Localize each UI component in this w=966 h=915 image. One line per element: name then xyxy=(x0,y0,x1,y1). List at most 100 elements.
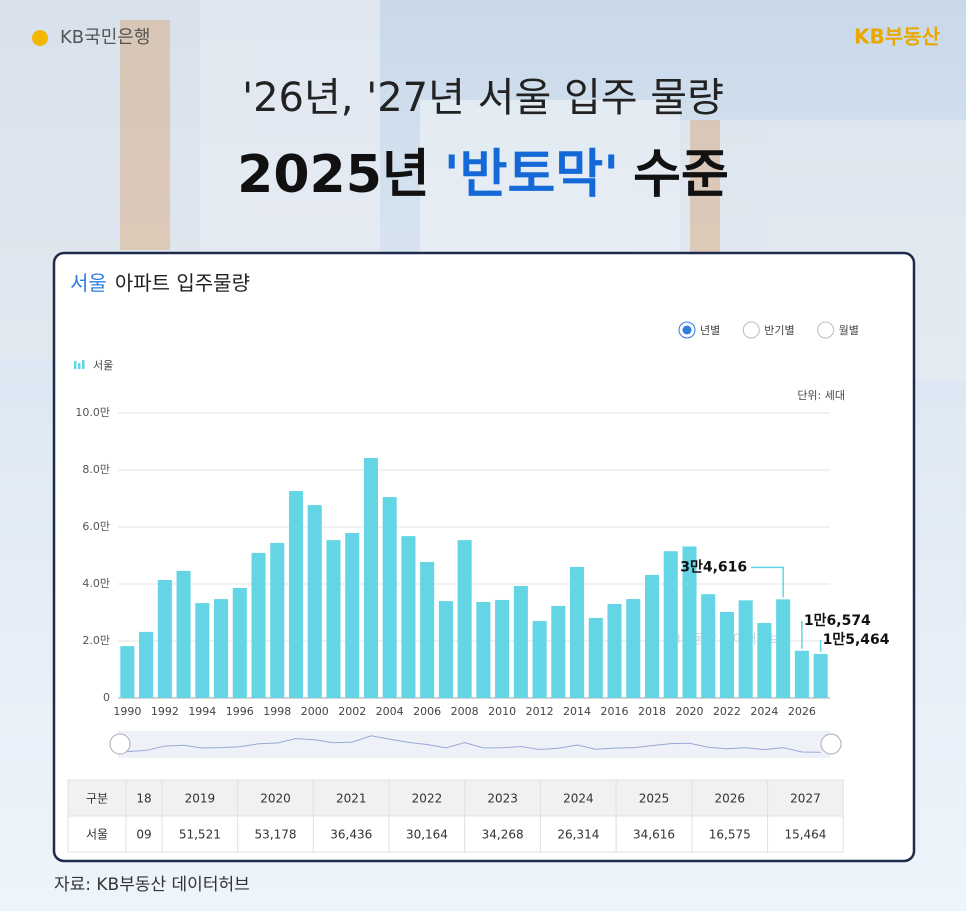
table-text: 26,314 xyxy=(557,828,599,842)
table-text: 16,575 xyxy=(709,828,751,842)
navigator-handle[interactable] xyxy=(109,733,131,755)
table-cell xyxy=(125,815,163,853)
bar xyxy=(420,562,435,698)
bar xyxy=(776,599,791,698)
radio-label: 반기별 xyxy=(764,324,794,337)
bar xyxy=(195,603,210,698)
bar xyxy=(757,623,772,698)
chart-title: 서울 아파트 입주물량 xyxy=(70,271,250,295)
bar xyxy=(345,532,360,698)
radio[interactable] xyxy=(742,321,760,339)
table-cell xyxy=(161,815,239,853)
x-tick-label: 2012 xyxy=(526,705,554,718)
table-cell xyxy=(67,815,127,853)
value-label: 1만6,574 xyxy=(804,613,871,629)
bar xyxy=(176,570,191,698)
x-tick-label: 2010 xyxy=(488,705,516,718)
table-text: 51,521 xyxy=(179,828,221,842)
x-tick-label: 2000 xyxy=(301,705,329,718)
y-tick-label: 10.0만 xyxy=(75,406,110,419)
bar xyxy=(438,601,453,698)
bar xyxy=(570,566,585,698)
bar xyxy=(532,621,547,698)
x-tick-label: 1990 xyxy=(113,705,141,718)
table-cell xyxy=(312,779,390,817)
bar xyxy=(738,600,753,698)
bar xyxy=(626,599,641,698)
x-tick-label: 2018 xyxy=(638,705,666,718)
bar xyxy=(214,599,229,698)
value-label: 1만5,464 xyxy=(823,632,890,648)
navigator xyxy=(118,731,830,758)
bar xyxy=(457,540,472,698)
table-cell xyxy=(312,815,390,853)
table-text: 2024 xyxy=(563,792,594,806)
x-tick-label: 1992 xyxy=(151,705,179,718)
bar xyxy=(663,551,678,698)
radio-dot xyxy=(682,325,692,335)
bar xyxy=(701,594,716,698)
title-rest: 아파트 입주물량 xyxy=(115,271,250,295)
bar xyxy=(607,603,622,698)
radio[interactable] xyxy=(817,321,835,339)
radio-label: 년별 xyxy=(700,324,720,337)
table-text: 15,464 xyxy=(784,828,826,842)
headline-part: 수준 xyxy=(633,145,729,205)
table-text: 53,178 xyxy=(255,828,297,842)
bar xyxy=(120,646,135,698)
table-cell xyxy=(691,815,769,853)
table-cell xyxy=(540,815,617,853)
title-highlight: 서울 xyxy=(70,271,107,295)
x-tick-label: 1998 xyxy=(263,705,291,718)
x-tick-label: 2008 xyxy=(451,705,479,718)
table-cell xyxy=(388,815,466,853)
card xyxy=(52,251,916,863)
bar xyxy=(401,536,416,698)
table-text: 2022 xyxy=(412,792,443,806)
bar xyxy=(644,574,660,698)
navigator-handle[interactable] xyxy=(820,733,842,755)
bar xyxy=(682,546,697,698)
bar xyxy=(813,653,828,698)
legend-icon xyxy=(78,363,81,369)
legend-label: 서울 xyxy=(93,359,113,372)
navigator-line xyxy=(127,735,821,753)
table-text: 2019 xyxy=(185,792,216,806)
bar xyxy=(251,552,266,698)
x-tick-label: 2024 xyxy=(750,705,778,718)
logo xyxy=(32,30,48,46)
bar xyxy=(157,580,172,698)
x-tick-label: 2016 xyxy=(601,705,629,718)
headline-highlight: '반토막' xyxy=(444,145,619,205)
bar xyxy=(794,650,809,698)
x-tick-label: 1994 xyxy=(188,705,216,718)
x-tick-label: 2014 xyxy=(563,705,591,718)
y-tick-label: 8.0만 xyxy=(82,463,110,476)
y-tick-label: 4.0만 xyxy=(82,577,110,590)
headline-part: 2025년 xyxy=(237,145,430,205)
x-tick-label: 2006 xyxy=(413,705,441,718)
brand-left: KB국민은행 xyxy=(60,27,150,48)
table-text: 2021 xyxy=(336,792,367,806)
data-table: 구분 18 2019 2020 2021 2022 2023 2024 2025 2026 2027… xyxy=(67,779,844,853)
table-text: 구분 xyxy=(86,792,108,806)
bar xyxy=(588,617,603,698)
y-tick-label: 0 xyxy=(103,691,110,704)
bar xyxy=(719,612,734,698)
table-cell xyxy=(237,815,314,853)
x-tick-label: 2020 xyxy=(675,705,703,718)
table-text: 18 xyxy=(136,792,151,806)
x-tick-label: 2026 xyxy=(788,705,816,718)
bar xyxy=(232,587,247,698)
bar xyxy=(326,540,341,698)
bar xyxy=(307,505,322,698)
table-text: 2020 xyxy=(260,792,291,806)
x-tick-label: 2022 xyxy=(713,705,741,718)
legend-icon xyxy=(74,361,77,369)
table-text: 2026 xyxy=(714,792,745,806)
headline-main: 2025년 '반토막' 수준 xyxy=(237,145,729,205)
bar xyxy=(270,542,285,698)
bar xyxy=(288,491,304,698)
